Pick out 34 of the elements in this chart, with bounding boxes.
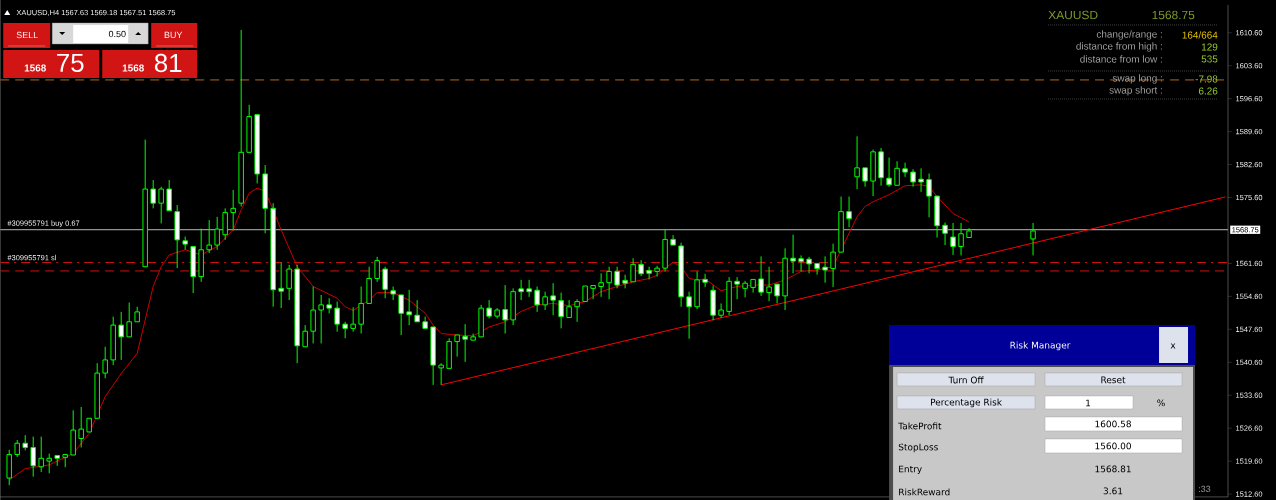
annotation: 81 [154,53,182,73]
annotation: % [1157,399,1165,407]
annotation: Reset [1101,376,1126,384]
annotation: StopLoss [898,443,938,453]
annotation: distance from high : [1076,42,1162,52]
annotation: distance from low : [1080,55,1162,63]
annotation: Turn Off [948,376,984,384]
annotation: 0.50 [108,30,126,38]
annotation: 3.61 [1103,487,1123,495]
annotation: 1568.81 [1095,465,1131,473]
annotation: RiskReward [899,488,950,496]
annotation: -7.98 [1195,75,1218,83]
annotation: :33 [1199,485,1211,493]
annotation: 75 [57,53,84,72]
annotation: Entry [899,465,922,475]
annotation: 6.26 [1198,87,1218,95]
annotation: 1600.58 [1095,420,1131,428]
annotation: XAUUSD [1048,10,1098,20]
annotation: 129 [1201,43,1218,51]
annotation: x [1170,343,1176,349]
annotation: 1 [1086,399,1091,407]
annotation: 1568 [24,64,46,72]
annotation: 1568 [122,64,144,72]
annotation: 1560.00 [1095,442,1131,450]
annotation: 164/664 [1182,31,1218,39]
annotation: TakeProfit [898,422,942,430]
annotation: change/range : [1096,30,1162,40]
annotation: swap short : [1109,86,1162,96]
annotation: Risk Manager [1010,341,1071,351]
annotation: 1568.75 [1152,10,1195,20]
annotation: Percentage Risk [931,398,1002,408]
annotation: BUY [164,31,183,39]
annotation: 535 [1201,55,1218,63]
annotation: SELL [16,31,38,39]
